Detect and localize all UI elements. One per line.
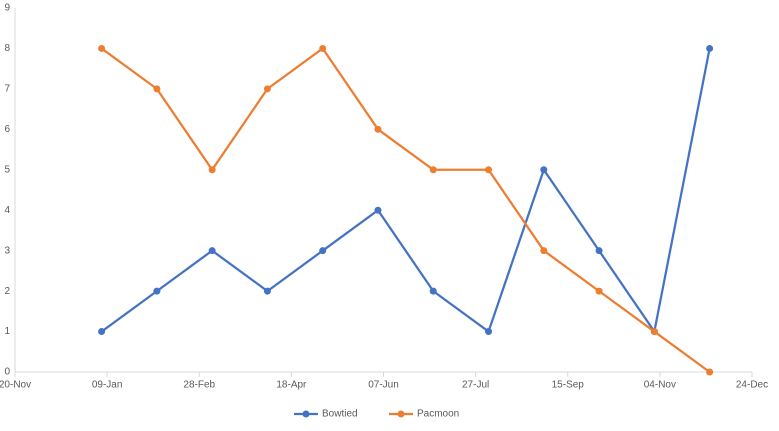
point	[706, 44, 714, 52]
point	[485, 328, 493, 336]
y-tick-label: 7	[4, 84, 10, 95]
point	[153, 85, 161, 93]
point	[319, 44, 327, 52]
point	[374, 125, 382, 133]
point	[208, 247, 216, 255]
legend-marker	[397, 410, 405, 418]
point	[374, 206, 382, 214]
legend-label: Pacmoon	[417, 409, 459, 420]
point	[319, 247, 327, 255]
x-tick-label: 28-Feb	[183, 380, 215, 391]
x-tick-label: 09-Jan	[92, 380, 123, 391]
y-tick-label: 6	[4, 124, 10, 135]
point	[98, 328, 106, 336]
y-tick-label: 8	[4, 43, 10, 54]
point	[153, 287, 161, 295]
x-tick-label: 24-Dec	[736, 380, 768, 391]
y-tick-label: 5	[4, 164, 10, 175]
point	[706, 368, 714, 376]
x-tick-label: 18-Apr	[276, 380, 307, 391]
y-tick-label: 3	[4, 245, 10, 256]
x-tick-label: 15-Sep	[552, 380, 585, 391]
x-tick-label: 07-Jun	[368, 380, 399, 391]
point	[263, 287, 271, 295]
x-tick-label: 20-Nov	[0, 380, 31, 391]
y-tick-label: 4	[4, 205, 10, 216]
point	[540, 166, 548, 174]
point	[595, 287, 603, 295]
point	[650, 328, 658, 336]
point	[98, 44, 106, 52]
y-tick-label: 0	[4, 367, 10, 378]
y-tick-label: 1	[4, 326, 10, 337]
point	[595, 247, 603, 255]
x-tick-label: 27-Jul	[462, 380, 489, 391]
point	[208, 166, 216, 174]
point	[263, 85, 271, 93]
y-tick-label: 2	[4, 286, 10, 297]
y-tick-label: 9	[4, 3, 10, 14]
point	[429, 166, 437, 174]
point	[540, 247, 548, 255]
point	[485, 166, 493, 174]
series-line	[100, 48, 711, 335]
legend-label: Bowtied	[322, 409, 358, 420]
legend-marker	[302, 410, 310, 418]
x-tick-label: 04-Nov	[644, 380, 676, 391]
series-line	[100, 46, 711, 373]
point	[429, 287, 437, 295]
